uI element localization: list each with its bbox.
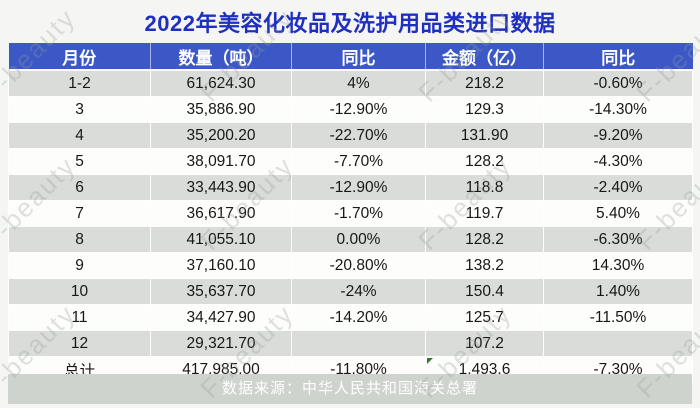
table-cell: -22.70% <box>291 122 426 149</box>
table-cell: -12.90% <box>291 174 426 201</box>
table-cell: -11.50% <box>543 304 693 331</box>
table-row: 9 37,160.10 -20.80% 138.2 14.30% <box>8 252 693 279</box>
table-cell: 150.4 <box>425 278 544 305</box>
table-cell: -9.20% <box>543 122 693 149</box>
column-header: 月份 <box>8 43 151 71</box>
table-cell: 33,443.90 <box>150 174 292 201</box>
table-row: 8 41,055.10 0.00% 128.2 -6.30% <box>8 226 693 253</box>
cell-error-indicator-icon <box>427 358 433 364</box>
table-cell: 8 <box>8 226 151 253</box>
table-cell: 12 <box>8 330 151 357</box>
table-cell: 119.7 <box>425 200 544 227</box>
table-row: 1-2 61,624.30 4% 218.2 -0.60% <box>8 69 693 97</box>
table-row: 6 33,443.90 -12.90% 118.8 -2.40% <box>8 174 693 201</box>
table-cell: 35,886.90 <box>150 96 292 123</box>
table-cell: 35,637.70 <box>150 278 292 305</box>
table-row: 5 38,091.70 -7.70% 128.2 -4.30% <box>8 148 693 175</box>
table-body: 1-2 61,624.30 4% 218.2 -0.60% 3 35,886.90 -12.9… <box>8 69 693 383</box>
table-cell: 61,624.30 <box>150 69 292 97</box>
table-cell <box>291 330 426 357</box>
table-cell: -24% <box>291 278 426 305</box>
table-cell: -4.30% <box>543 148 693 175</box>
import-data-table: 月份 数量（吨） 同比 金额（亿） 同比 1-2 61,624.30 4% 218.2 -0.6… <box>8 43 693 383</box>
table-row: 12 29,321.70 107.2 <box>8 330 693 357</box>
table-cell: 1.40% <box>543 278 693 305</box>
table-cell: 11 <box>8 304 151 331</box>
table-cell: 35,200.20 <box>150 122 292 149</box>
table-row: 7 36,617.90 -1.70% 119.7 5.40% <box>8 200 693 227</box>
data-source-bar: 数据来源：中华人民共和国海关总署 <box>8 374 692 404</box>
table-cell: 3 <box>8 96 151 123</box>
table-row: 4 35,200.20 -22.70% 131.90 -9.20% <box>8 122 693 149</box>
table-cell: 138.2 <box>425 252 544 279</box>
table-cell: -14.20% <box>291 304 426 331</box>
table-cell: 128.2 <box>425 148 544 175</box>
column-header: 数量（吨） <box>150 43 292 71</box>
table-cell: 10 <box>8 278 151 305</box>
table-cell: 128.2 <box>425 226 544 253</box>
table-cell: -12.90% <box>291 96 426 123</box>
table-cell: 37,160.10 <box>150 252 292 279</box>
table-cell: 107.2 <box>425 330 544 357</box>
table-cell: -6.30% <box>543 226 693 253</box>
table-row: 3 35,886.90 -12.90% 129.3 -14.30% <box>8 96 693 123</box>
data-source-label: 数据来源：中华人民共和国海关总署 <box>221 380 478 397</box>
table-cell: -1.70% <box>291 200 426 227</box>
table-cell: 0.00% <box>291 226 426 253</box>
table-cell: 131.90 <box>425 122 544 149</box>
table-cell: 4 <box>8 122 151 149</box>
table-cell: -14.30% <box>543 96 693 123</box>
table-cell: 38,091.70 <box>150 148 292 175</box>
table-cell: 41,055.10 <box>150 226 292 253</box>
table-cell: 7 <box>8 200 151 227</box>
column-header: 同比 <box>543 43 693 71</box>
table-cell: 14.30% <box>543 252 693 279</box>
table-cell: -0.60% <box>543 69 693 97</box>
table-row: 11 34,427.90 -14.20% 125.7 -11.50% <box>8 304 693 331</box>
table-cell: 34,427.90 <box>150 304 292 331</box>
table-cell: 118.8 <box>425 174 544 201</box>
table-cell: 5.40% <box>543 200 693 227</box>
table-cell: 6 <box>8 174 151 201</box>
table-cell: 9 <box>8 252 151 279</box>
table-cell: 5 <box>8 148 151 175</box>
table-row: 10 35,637.70 -24% 150.4 1.40% <box>8 278 693 305</box>
table-header: 月份 数量（吨） 同比 金额（亿） 同比 <box>8 43 693 71</box>
table-cell: -20.80% <box>291 252 426 279</box>
header-row: 月份 数量（吨） 同比 金额（亿） 同比 <box>8 43 693 71</box>
import-data-infographic: 2022年美容化妆品及洗护用品类进口数据 月份 数量（吨） 同比 金额（亿） 同比 1-… <box>8 0 693 408</box>
column-header: 同比 <box>291 43 426 71</box>
table-cell: 4% <box>291 69 426 97</box>
column-header: 金额（亿） <box>425 43 544 71</box>
table-cell: 129.3 <box>425 96 544 123</box>
table-cell: 218.2 <box>425 69 544 97</box>
table-cell: 1-2 <box>8 69 151 97</box>
table-cell: -7.70% <box>291 148 426 175</box>
table-cell: 125.7 <box>425 304 544 331</box>
page-title: 2022年美容化妆品及洗护用品类进口数据 <box>144 11 556 36</box>
table-cell: 29,321.70 <box>150 330 292 357</box>
table-cell: 36,617.90 <box>150 200 292 227</box>
table-cell: -2.40% <box>543 174 693 201</box>
table-cell <box>543 330 693 357</box>
